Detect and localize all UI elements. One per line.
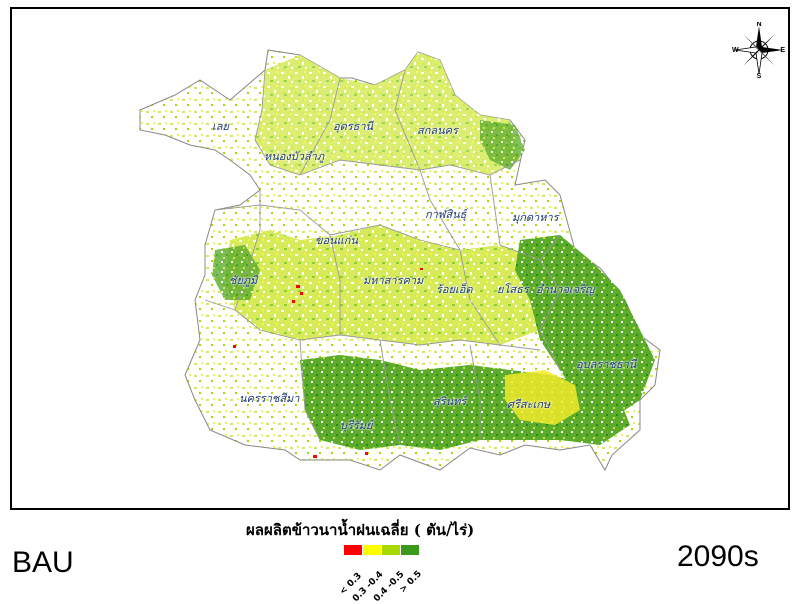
- period-label: 2090s: [677, 540, 759, 573]
- province-label-surin: สุรินทร์: [433, 395, 467, 408]
- province-label-mukdahan: มุกดาหาร: [512, 211, 559, 224]
- north-zone: [255, 52, 520, 175]
- compass-n: N: [756, 22, 761, 28]
- west-patch: [212, 245, 260, 300]
- province-label-loei: เลย: [212, 120, 229, 133]
- legend-swatch-below-0-3: [344, 545, 362, 555]
- province-label-sisaket: ศรีสะเกษ: [507, 398, 551, 411]
- compass-s: S: [757, 73, 762, 78]
- east-zone: [515, 235, 655, 420]
- province-label-kalasin: กาฬสินธุ์: [425, 208, 467, 221]
- province-label-nakhon-ratchasima: นครราชสีมา: [239, 392, 300, 405]
- province-label-sakon-nakhon: สกลนคร: [417, 124, 458, 137]
- central-zone: [225, 225, 560, 345]
- compass-w: W: [732, 47, 739, 54]
- province-label-buriram: บุรีรัมย์: [340, 419, 373, 432]
- low-yield-spots: [233, 268, 423, 458]
- northeast-patch: [480, 120, 525, 170]
- north-arrow-icon: N S E W: [732, 22, 785, 78]
- province-label-roi-et: ร้อยเอ็ด: [436, 283, 473, 296]
- province-label-maha-sarakham: มหาสารคาม: [363, 274, 424, 287]
- legend-swatch-0-4-0-5: [382, 545, 400, 555]
- legend-swatch-0-3-0-4: [363, 545, 381, 555]
- province-label-khon-kaen: ขอนแก่น: [315, 234, 358, 247]
- province-label-ubon-ratchathani: อุบลราชธานี: [576, 358, 637, 371]
- province-label-udon-thani: อุดรธานี: [333, 120, 374, 133]
- south-yellow-patch: [505, 370, 580, 425]
- scenario-label: BAU: [12, 546, 74, 579]
- region-map: [139, 49, 661, 472]
- province-label-amnat-charoen: อำนาจเจริญ: [536, 283, 595, 296]
- province-label-chaiyaphum: ชัยภูมิ: [229, 274, 258, 287]
- legend-title: ผลผลิตข้าวนาน้ำฝนเฉลี่ย ( ตัน/ไร่): [246, 521, 475, 539]
- province-label-nong-bua-lam-phu: หนองบัวลำภู: [264, 150, 325, 163]
- province-label-yasothon: ยโสธร: [497, 283, 529, 296]
- legend-swatch-above-0-5: [401, 545, 419, 555]
- province-boundaries: [204, 69, 561, 446]
- compass-e: E: [780, 47, 785, 54]
